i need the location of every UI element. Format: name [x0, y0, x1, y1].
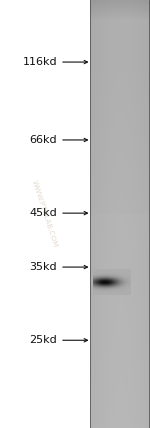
Text: 66kd: 66kd — [29, 135, 57, 145]
Text: 35kd: 35kd — [29, 262, 57, 272]
Text: 116kd: 116kd — [22, 57, 57, 67]
Text: 45kd: 45kd — [29, 208, 57, 218]
Text: WWW.PTGLAB.COM: WWW.PTGLAB.COM — [31, 180, 59, 248]
Text: 25kd: 25kd — [29, 335, 57, 345]
